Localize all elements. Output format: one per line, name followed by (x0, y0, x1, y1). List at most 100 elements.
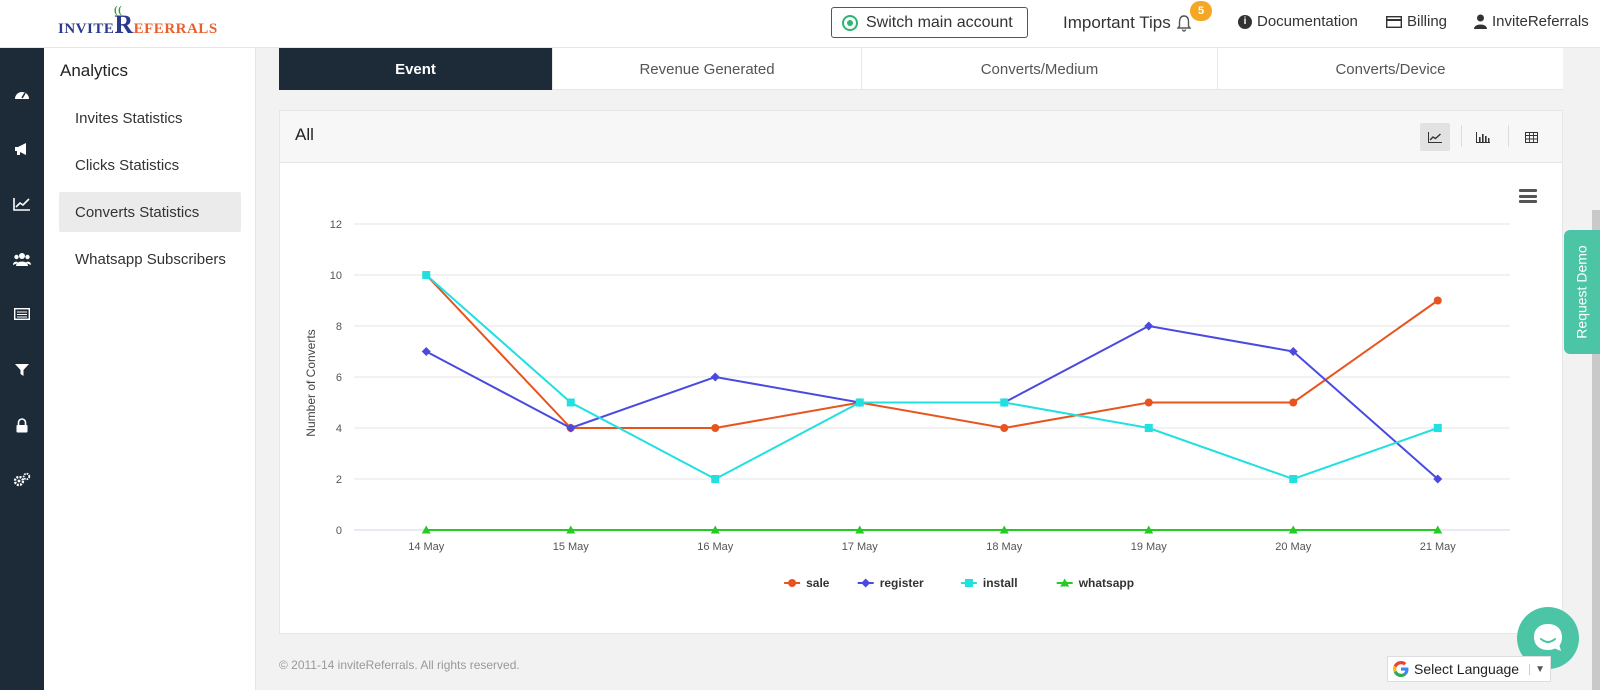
data-point-sale[interactable] (1433, 296, 1442, 305)
wifi-icon: (( (114, 4, 123, 16)
data-point-install[interactable] (1433, 424, 1442, 432)
x-tick-label: 16 May (697, 541, 734, 553)
tips-count-badge: 5 (1190, 1, 1212, 21)
y-tick-label: 6 (336, 372, 342, 384)
table-icon[interactable] (12, 304, 32, 324)
converts-line-chart: 0 2 4 6 8 10 12 14 May 15 May 16 May 17 May 18 May… (304, 219, 1510, 590)
line-chart-icon (1428, 131, 1442, 143)
tab-converts-device[interactable]: Converts/Device (1335, 60, 1446, 78)
view-divider (1508, 125, 1509, 147)
data-point-sale[interactable] (1144, 398, 1153, 407)
tab-event[interactable]: Event (279, 48, 553, 90)
logo-r: R (114, 10, 134, 39)
request-demo-button[interactable]: Request Demo (1564, 230, 1600, 354)
chat-bubble-icon (1534, 624, 1562, 651)
x-tick-label: 18 May (986, 541, 1023, 553)
megaphone-icon[interactable] (12, 139, 32, 159)
data-point-install[interactable] (1000, 398, 1009, 407)
x-axis-ticks: 14 May 15 May 16 May 17 May 18 May 19 May 20 M… (408, 541, 1456, 553)
legend-item-register[interactable]: register (857, 576, 924, 590)
switch-account-button[interactable]: Switch main account (831, 7, 1028, 38)
important-tips-link[interactable]: Important Tips (1063, 13, 1192, 33)
legend-label: register (880, 576, 924, 590)
analytics-submenu: Analytics Invites Statistics Clicks Stat… (44, 48, 256, 690)
legend-item-sale[interactable]: sale (784, 576, 830, 590)
legend-marker-whatsapp[interactable] (1060, 578, 1070, 587)
bar-view-button[interactable] (1468, 123, 1498, 151)
y-tick-label: 10 (330, 270, 342, 282)
data-point-register[interactable] (710, 372, 720, 382)
data-point-whatsapp[interactable] (999, 525, 1009, 534)
submenu-item-invites-statistics[interactable]: Invites Statistics (75, 109, 183, 127)
submenu-item-converts-statistics[interactable]: Converts Statistics (59, 192, 241, 232)
data-point-install[interactable] (711, 475, 720, 483)
language-label: Select Language (1414, 661, 1520, 677)
legend-marker-register[interactable] (861, 578, 871, 588)
view-divider (1461, 125, 1462, 147)
legend-item-install[interactable]: install (960, 576, 1018, 590)
user-label: InviteReferrals (1492, 13, 1589, 30)
data-point-whatsapp[interactable] (566, 525, 576, 534)
top-bar: INVITEREFERRALS (( Switch main account I… (0, 0, 1600, 48)
table-grid-icon (1524, 131, 1538, 143)
documentation-link[interactable]: i Documentation (1238, 13, 1358, 30)
data-point-install[interactable] (855, 398, 864, 407)
chart-line-icon[interactable] (12, 194, 32, 214)
panel-label: All (295, 125, 314, 144)
data-point-register[interactable] (421, 347, 431, 356)
y-axis-ticks: 0 2 4 6 8 10 12 (330, 219, 342, 537)
lock-icon[interactable] (12, 415, 32, 435)
submenu-item-clicks-statistics[interactable]: Clicks Statistics (75, 156, 180, 174)
billing-label: Billing (1407, 13, 1448, 30)
data-point-register[interactable] (1144, 321, 1154, 331)
logo[interactable]: INVITEREFERRALS (( (58, 4, 218, 40)
data-point-register[interactable] (566, 423, 576, 433)
data-point-whatsapp[interactable] (1144, 525, 1154, 534)
tab-revenue-generated[interactable]: Revenue Generated (553, 48, 862, 90)
tab-converts-medium[interactable]: Converts/Medium (862, 48, 1218, 90)
data-point-whatsapp[interactable] (421, 525, 431, 534)
data-point-register[interactable] (1288, 347, 1298, 356)
data-point-whatsapp[interactable] (710, 525, 720, 534)
data-point-install[interactable] (422, 271, 431, 279)
data-point-install[interactable] (1289, 475, 1298, 483)
series-line-sale (425, 274, 1439, 430)
y-tick-label: 2 (336, 474, 342, 486)
x-tick-label: 21 May (1420, 541, 1457, 553)
info-icon: i (1238, 14, 1252, 29)
data-point-whatsapp[interactable] (1288, 525, 1298, 534)
user-menu[interactable]: InviteReferrals (1474, 13, 1589, 30)
y-tick-label: 4 (336, 423, 342, 435)
data-point-whatsapp[interactable] (1433, 525, 1443, 534)
x-tick-label: 14 May (408, 541, 445, 553)
line-view-button[interactable] (1420, 123, 1450, 151)
billing-link[interactable]: Billing (1386, 13, 1447, 30)
submenu-item-whatsapp-subscribers[interactable]: Whatsapp Subscribers (75, 250, 226, 268)
page-scrollbar[interactable] (1592, 210, 1600, 690)
data-point-whatsapp[interactable] (855, 525, 865, 534)
data-point-register[interactable] (1433, 474, 1443, 484)
data-point-sale[interactable] (1289, 398, 1298, 407)
data-point-sale[interactable] (1000, 424, 1009, 432)
important-tips-label: Important Tips (1063, 13, 1171, 32)
language-select[interactable]: Select Language ▼ (1387, 656, 1551, 682)
submenu-title: Analytics (60, 61, 129, 80)
data-point-sale[interactable] (711, 424, 720, 432)
legend-item-whatsapp[interactable]: whatsapp (1056, 576, 1134, 590)
legend-marker-install[interactable] (964, 579, 973, 587)
legend-marker-sale[interactable] (788, 579, 797, 587)
table-view-button[interactable] (1516, 123, 1546, 151)
data-point-install[interactable] (1144, 424, 1153, 432)
users-icon[interactable] (12, 249, 32, 269)
legend-label: whatsapp (1078, 576, 1134, 590)
data-point-install[interactable] (566, 398, 575, 407)
filter-icon[interactable] (12, 360, 32, 380)
logo-suffix: EFERRALS (133, 21, 218, 37)
chart-panel: All 0 2 4 6 8 10 12 14 May 15 May 16 May 17 May 18… (279, 110, 1563, 634)
analytics-tabs: Event Revenue Generated Converts/Medium … (279, 48, 1563, 90)
settings-icon[interactable] (12, 470, 32, 490)
chart-menu-icon[interactable] (1519, 189, 1537, 203)
dashboard-icon[interactable] (12, 84, 32, 104)
series-whatsapp (421, 525, 1443, 534)
x-tick-label: 15 May (553, 541, 590, 553)
